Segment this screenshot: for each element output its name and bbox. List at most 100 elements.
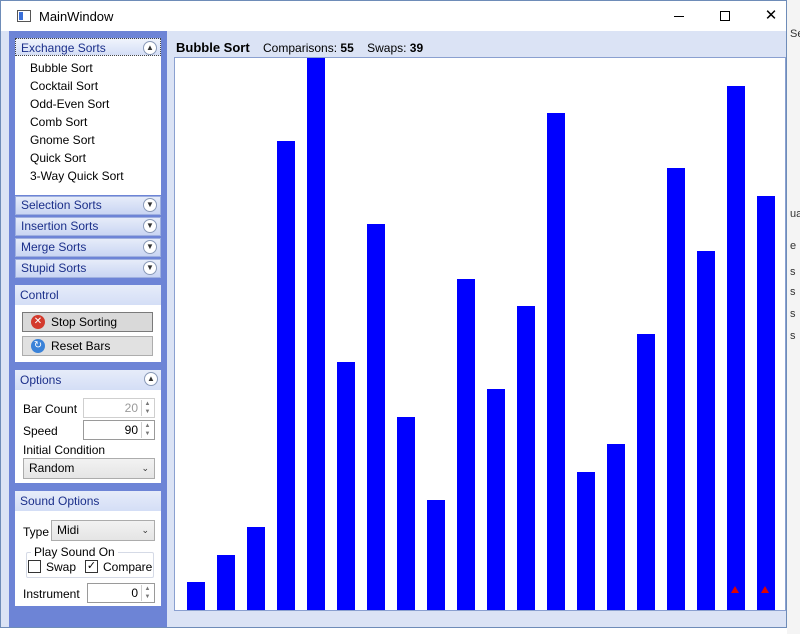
sort-list-item[interactable]: 3-Way Quick Sort [30, 169, 124, 183]
sort-status-header: Bubble Sort Comparisons: 55 Swaps: 39 [176, 40, 423, 55]
chart-bar [277, 140, 295, 610]
background-text: e [790, 240, 797, 252]
sort-list-item[interactable]: Gnome Sort [30, 133, 95, 147]
title-bar[interactable]: MainWindow ✕ [1, 1, 786, 31]
swap-checkbox[interactable] [28, 560, 41, 573]
minimize-button[interactable] [656, 1, 702, 31]
expand-icon[interactable]: ▼ [143, 198, 157, 212]
background-text: s [790, 266, 796, 278]
merge-sorts-header[interactable]: Merge Sorts ▼ [15, 238, 161, 257]
chart-bar [667, 168, 685, 610]
active-bar-marker [731, 586, 739, 593]
stop-icon: ✕ [31, 315, 45, 329]
chart-bar [247, 527, 265, 610]
spinner-icon[interactable]: ▲ ▼ [141, 422, 153, 438]
expand-icon[interactable]: ▼ [143, 219, 157, 233]
bar-count-input[interactable]: 20 ▲ ▼ [83, 398, 155, 418]
speed-label: Speed [23, 424, 58, 438]
stop-sorting-label: Stop Sorting [51, 315, 118, 329]
sort-list-item[interactable]: Comb Sort [30, 115, 88, 129]
stop-sorting-button[interactable]: ✕ Stop Sorting [22, 312, 153, 332]
chart-bar [427, 499, 445, 610]
sound-type-value: Midi [57, 523, 80, 537]
sound-options-title: Sound Options [15, 491, 161, 511]
close-icon: ✕ [764, 7, 778, 24]
reset-bars-button[interactable]: ↻ Reset Bars [22, 336, 153, 356]
swap-label: Swap [46, 560, 77, 574]
insertion-sorts-label: Insertion Sorts [21, 219, 99, 233]
maximize-icon [720, 11, 730, 22]
chart-bar [367, 223, 385, 610]
exchange-sorts-header[interactable]: Exchange Sorts ▲ [15, 38, 161, 56]
options-title[interactable]: Options ▲ [15, 370, 161, 390]
chart-bar [607, 444, 625, 610]
exchange-sorts-panel: Exchange Sorts ▲ Bubble Sort Cocktail Sor… [15, 38, 161, 195]
maximize-button[interactable] [702, 1, 748, 31]
chart-bar [397, 416, 415, 610]
chart-bar [757, 196, 775, 610]
chart-bar [637, 334, 655, 610]
main-window: MainWindow ✕ Exchange Sorts ▲ Bubble Sor… [0, 0, 787, 628]
background-text: s [790, 330, 796, 342]
speed-value: 90 [124, 423, 138, 437]
chart-bar [337, 361, 355, 610]
chart-bar [217, 554, 235, 610]
initial-condition-label: Initial Condition [23, 443, 106, 457]
app-icon [17, 10, 31, 22]
sound-type-select[interactable]: Midi ⌄ [51, 520, 155, 541]
chevron-down-icon: ⌄ [141, 463, 149, 473]
stupid-sorts-header[interactable]: Stupid Sorts ▼ [15, 259, 161, 278]
options-label: Options [20, 373, 62, 387]
background-text: s [790, 308, 796, 320]
close-button[interactable]: ✕ [748, 1, 794, 31]
stupid-sorts-label: Stupid Sorts [21, 261, 87, 275]
expand-icon[interactable]: ▼ [143, 261, 157, 275]
spinner-icon[interactable]: ▲ ▼ [141, 585, 153, 601]
chevron-down-icon: ⌄ [141, 525, 149, 535]
initial-condition-select[interactable]: Random ⌄ [23, 458, 155, 479]
selection-sorts-header[interactable]: Selection Sorts ▼ [15, 196, 161, 215]
sort-list-item[interactable]: Quick Sort [30, 151, 87, 165]
instrument-label: Instrument [23, 587, 80, 601]
expand-icon[interactable]: ▼ [143, 240, 157, 254]
sort-name: Bubble Sort [176, 40, 250, 55]
reset-bars-label: Reset Bars [51, 339, 111, 353]
control-title: Control [15, 285, 161, 305]
background-text: ua [790, 208, 800, 220]
check-icon: ✓ [86, 560, 97, 572]
spinner-icon[interactable]: ▲ ▼ [141, 400, 153, 416]
initial-condition-value: Random [29, 461, 75, 475]
minimize-icon [674, 15, 684, 17]
exchange-sorts-list: Bubble Sort Cocktail Sort Odd-Even Sort Com… [15, 56, 161, 185]
bar-count-label: Bar Count [23, 402, 78, 416]
insertion-sorts-header[interactable]: Insertion Sorts ▼ [15, 217, 161, 236]
collapse-icon[interactable]: ▲ [144, 372, 158, 386]
chart-bar [727, 85, 745, 610]
sort-list-item[interactable]: Bubble Sort [30, 61, 93, 75]
type-label: Type [23, 525, 50, 539]
bar-count-value: 20 [124, 401, 138, 415]
background-window: Seuaessss [787, 0, 800, 634]
chart-bar [517, 306, 535, 610]
speed-input[interactable]: 90 ▲ ▼ [83, 420, 155, 440]
sort-list-item[interactable]: Cocktail Sort [30, 79, 99, 93]
compare-checkbox[interactable]: ✓ [85, 560, 98, 573]
chart-bar [487, 389, 505, 610]
sound-options-panel: Sound Options Type Midi ⌄ Play Sound On … [15, 491, 161, 606]
chart-bar [697, 251, 715, 610]
merge-sorts-label: Merge Sorts [21, 240, 87, 254]
play-sound-on-group: Play Sound On [26, 545, 154, 578]
swaps-label: Swaps: [367, 41, 407, 55]
collapse-icon[interactable]: ▲ [143, 41, 157, 55]
swaps-value: 39 [409, 41, 424, 55]
active-bar-marker [761, 586, 769, 593]
chart-bar [307, 58, 325, 610]
instrument-input[interactable]: 0 ▲ ▼ [87, 583, 155, 603]
bar-chart [174, 57, 786, 611]
chart-bar [547, 113, 565, 610]
sort-list-item[interactable]: Odd-Even Sort [30, 97, 110, 111]
chart-bar [187, 582, 205, 610]
compare-label: Compare [103, 560, 153, 574]
comparisons-label: Comparisons: [263, 41, 338, 55]
client-area: Exchange Sorts ▲ Bubble Sort Cocktail Sor… [1, 31, 786, 627]
